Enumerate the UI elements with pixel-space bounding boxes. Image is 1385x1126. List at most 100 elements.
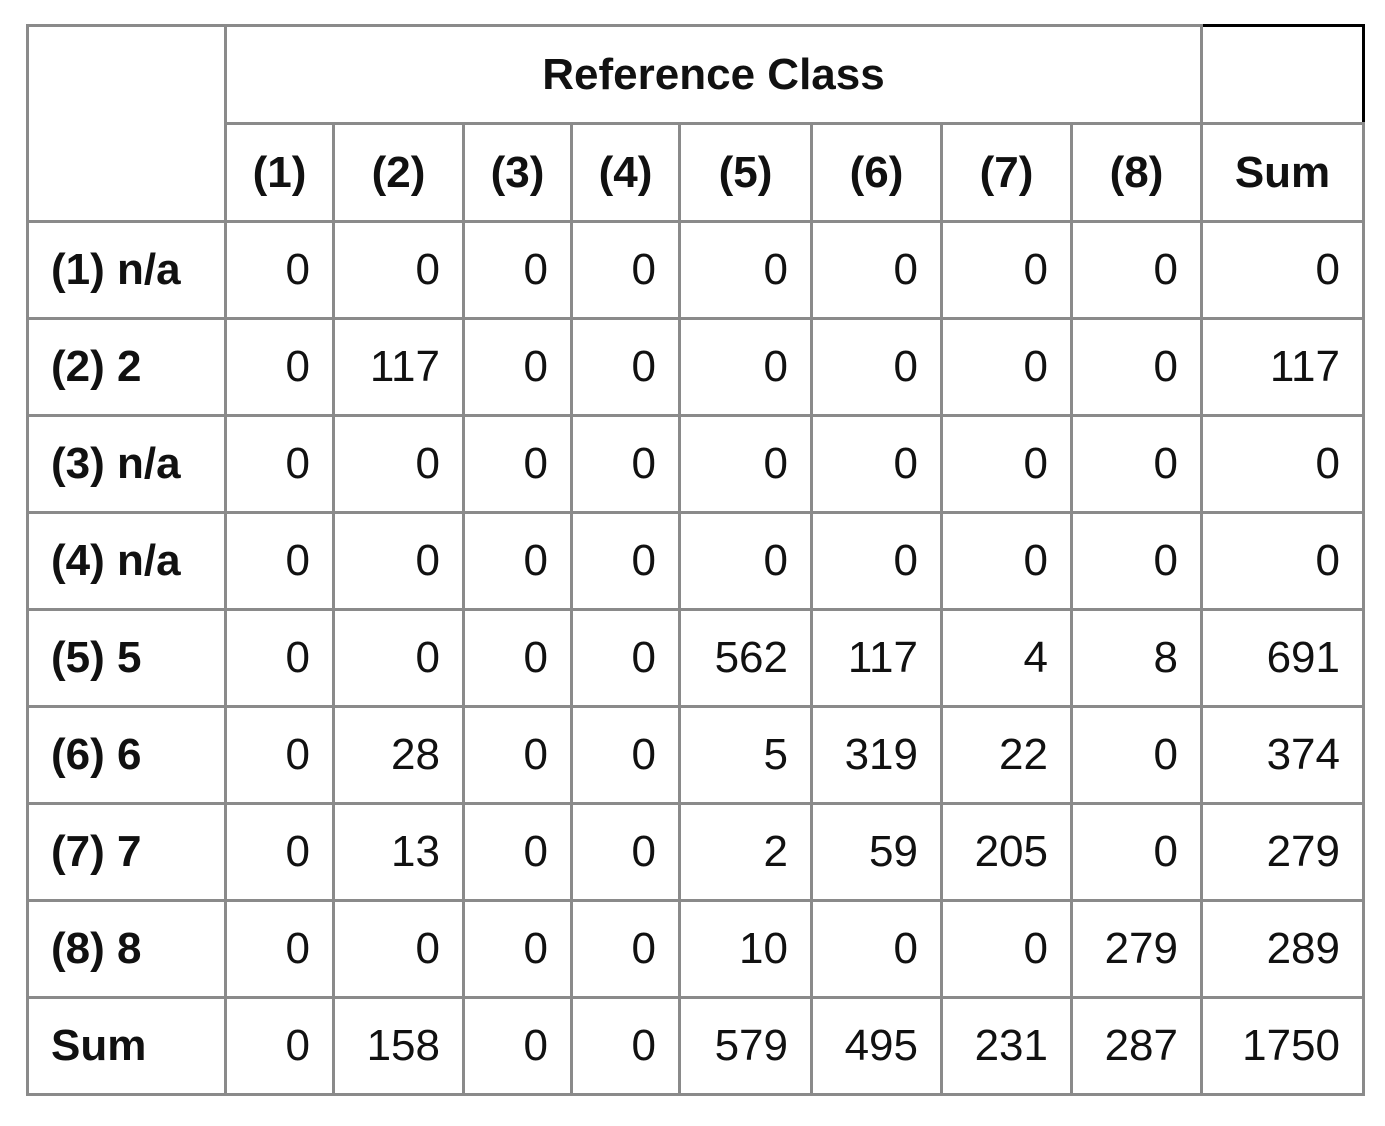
cell-value: 231 bbox=[940, 996, 1073, 1096]
cell-value: 0 bbox=[570, 899, 681, 999]
cell-value: 0 bbox=[462, 608, 573, 708]
cell-value: 0 bbox=[224, 899, 335, 999]
cell-value: 0 bbox=[570, 705, 681, 805]
cell-value: 0 bbox=[224, 220, 335, 320]
cell-value: 287 bbox=[1070, 996, 1203, 1096]
table-row: (8) 8 0 0 0 0 10 0 0 279 289 bbox=[26, 899, 1365, 999]
cell-value: 0 bbox=[810, 220, 943, 320]
cell-value: 0 bbox=[224, 511, 335, 611]
cell-value: 0 bbox=[1200, 414, 1365, 514]
cell-value: 0 bbox=[1070, 802, 1203, 902]
confusion-table: Reference Class (1) (2) (3) (4) (5) (6) (7) (8)… bbox=[26, 24, 1365, 1096]
cell-value: 158 bbox=[332, 996, 465, 1096]
cell-value: 2 bbox=[678, 802, 813, 902]
cell-value: 289 bbox=[1200, 899, 1365, 999]
cell-value: 10 bbox=[678, 899, 813, 999]
cell-value: 579 bbox=[678, 996, 813, 1096]
cell-value: 1750 bbox=[1200, 996, 1365, 1096]
cell-value: 0 bbox=[462, 414, 573, 514]
table-title: Reference Class bbox=[224, 24, 1203, 125]
cell-value: 0 bbox=[678, 414, 813, 514]
table-row: (7) 7 0 13 0 0 2 59 205 0 279 bbox=[26, 802, 1365, 902]
cell-value: 0 bbox=[678, 511, 813, 611]
cell-value: 0 bbox=[1070, 511, 1203, 611]
cell-value: 374 bbox=[1200, 705, 1365, 805]
table-row: (4) n/a 0 0 0 0 0 0 0 0 0 bbox=[26, 511, 1365, 611]
column-header: (7) bbox=[940, 122, 1073, 223]
title-row: Reference Class bbox=[26, 24, 1365, 223]
cell-value: 4 bbox=[940, 608, 1073, 708]
cell-value: 0 bbox=[462, 996, 573, 1096]
cell-value: 495 bbox=[810, 996, 943, 1096]
cell-value: 691 bbox=[1200, 608, 1365, 708]
cell-value: 0 bbox=[940, 511, 1073, 611]
cell-value: 0 bbox=[1070, 317, 1203, 417]
cell-value: 117 bbox=[810, 608, 943, 708]
cell-value: 0 bbox=[940, 414, 1073, 514]
cell-value: 0 bbox=[462, 317, 573, 417]
cell-value: 0 bbox=[332, 608, 465, 708]
cell-value: 0 bbox=[1200, 511, 1365, 611]
table-row: (6) 6 0 28 0 0 5 319 22 0 374 bbox=[26, 705, 1365, 805]
cell-value: 0 bbox=[810, 511, 943, 611]
cell-value: 0 bbox=[332, 899, 465, 999]
cell-value: 0 bbox=[570, 511, 681, 611]
cell-value: 0 bbox=[224, 996, 335, 1096]
cell-value: 279 bbox=[1070, 899, 1203, 999]
cell-value: 0 bbox=[570, 317, 681, 417]
cell-value: 0 bbox=[224, 317, 335, 417]
cell-value: 205 bbox=[940, 802, 1073, 902]
cell-value: 0 bbox=[224, 608, 335, 708]
cell-value: 28 bbox=[332, 705, 465, 805]
cell-value: 279 bbox=[1200, 802, 1365, 902]
table-row: (3) n/a 0 0 0 0 0 0 0 0 0 bbox=[26, 414, 1365, 514]
cell-value: 0 bbox=[332, 220, 465, 320]
cell-value: 0 bbox=[462, 899, 573, 999]
cell-value: 0 bbox=[224, 802, 335, 902]
corner-cell bbox=[26, 24, 227, 223]
cell-value: 13 bbox=[332, 802, 465, 902]
cell-value: 562 bbox=[678, 608, 813, 708]
cell-value: 319 bbox=[810, 705, 943, 805]
cell-value: 0 bbox=[462, 802, 573, 902]
column-header: (3) bbox=[462, 122, 573, 223]
cell-value: 0 bbox=[332, 414, 465, 514]
row-label: (3) n/a bbox=[26, 414, 227, 514]
column-header: (5) bbox=[678, 122, 813, 223]
empty-cell bbox=[1200, 24, 1365, 125]
cell-value: 0 bbox=[940, 899, 1073, 999]
column-header: (8) bbox=[1070, 122, 1203, 223]
cell-value: 0 bbox=[224, 705, 335, 805]
table-row: (1) n/a 0 0 0 0 0 0 0 0 0 bbox=[26, 220, 1365, 320]
cell-value: 0 bbox=[810, 899, 943, 999]
column-header: (4) bbox=[570, 122, 681, 223]
cell-value: 0 bbox=[570, 996, 681, 1096]
cell-value: 0 bbox=[570, 414, 681, 514]
column-header: (6) bbox=[810, 122, 943, 223]
cell-value: 0 bbox=[1070, 414, 1203, 514]
cell-value: 117 bbox=[332, 317, 465, 417]
header-row: (1) (2) (3) (4) (5) (6) (7) (8) Sum bbox=[28, 122, 1365, 223]
row-label: (7) 7 bbox=[26, 802, 227, 902]
cell-value: 59 bbox=[810, 802, 943, 902]
cell-value: 0 bbox=[940, 317, 1073, 417]
cell-value: 0 bbox=[678, 220, 813, 320]
cell-value: 5 bbox=[678, 705, 813, 805]
cell-value: 0 bbox=[1200, 220, 1365, 320]
cell-value: 0 bbox=[332, 511, 465, 611]
cell-value: 0 bbox=[462, 220, 573, 320]
row-label: Sum bbox=[26, 996, 227, 1096]
column-header: Sum bbox=[1200, 122, 1365, 223]
row-label: (1) n/a bbox=[26, 220, 227, 320]
row-label: (4) n/a bbox=[26, 511, 227, 611]
row-label: (5) 5 bbox=[26, 608, 227, 708]
cell-value: 0 bbox=[678, 317, 813, 417]
cell-value: 0 bbox=[1070, 220, 1203, 320]
cell-value: 0 bbox=[1070, 705, 1203, 805]
cell-value: 0 bbox=[810, 414, 943, 514]
table-row: (2) 2 0 117 0 0 0 0 0 0 117 bbox=[26, 317, 1365, 417]
cell-value: 0 bbox=[462, 511, 573, 611]
cell-value: 0 bbox=[570, 608, 681, 708]
column-header: (1) bbox=[224, 122, 335, 223]
row-label: (2) 2 bbox=[26, 317, 227, 417]
